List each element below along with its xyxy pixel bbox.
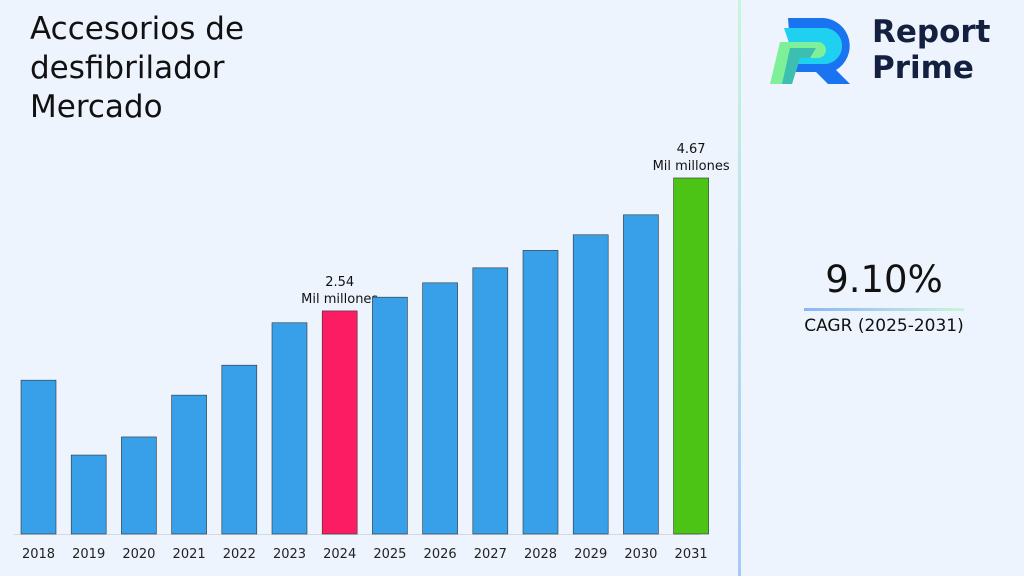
x-tick-label: 2021 xyxy=(173,547,206,562)
cagr-value: 9.10% xyxy=(825,258,943,301)
bar-2024 xyxy=(321,310,358,535)
x-tick-label: 2018 xyxy=(22,547,55,562)
bar-2031 xyxy=(673,177,709,535)
divider xyxy=(738,0,741,576)
bar-2021 xyxy=(171,394,207,535)
report-prime-logo-icon xyxy=(770,18,850,84)
brand-line1: Report xyxy=(872,14,991,50)
bar-2028 xyxy=(522,250,559,535)
chart-title: Accesorios de desfibrilador Mercado xyxy=(30,11,245,125)
x-tick-label: 2020 xyxy=(122,547,155,562)
x-tick-label: 2023 xyxy=(273,547,306,562)
brand-name: Report Prime xyxy=(872,14,991,86)
bar-2029 xyxy=(572,234,609,535)
cagr-underline xyxy=(804,308,964,311)
cagr-label: CAGR (2025-2031) xyxy=(804,316,964,336)
bar-chart: 2018 2019 2020 2021 2022 2023 2024 2.54 Mil mill… xyxy=(14,142,730,562)
x-tick-label: 2019 xyxy=(72,547,105,562)
x-tick-label: 2028 xyxy=(524,547,557,562)
bar-2022 xyxy=(221,364,258,535)
x-tick-label: 2031 xyxy=(675,547,708,562)
data-label-value: 2.54 xyxy=(325,275,354,290)
data-label-value: 4.67 xyxy=(677,142,706,157)
x-tick-label: 2022 xyxy=(223,547,256,562)
bar-2019 xyxy=(70,454,107,535)
bar-2026 xyxy=(422,282,458,535)
bar-2018 xyxy=(20,379,57,535)
bar-2025 xyxy=(372,296,408,535)
x-tick-label: 2026 xyxy=(424,547,457,562)
x-tick-label: 2025 xyxy=(373,547,406,562)
data-label-unit: Mil millones xyxy=(653,159,730,174)
bar-2030 xyxy=(623,214,659,535)
bar-2020 xyxy=(121,436,157,535)
x-tick-label: 2029 xyxy=(574,547,607,562)
x-tick-label: 2027 xyxy=(474,547,507,562)
bar-2027 xyxy=(472,267,509,535)
data-label-unit: Mil millones xyxy=(301,292,378,307)
x-tick-label: 2030 xyxy=(624,547,657,562)
bar-2023 xyxy=(271,322,308,535)
x-tick-label: 2024 xyxy=(323,547,356,562)
brand-line2: Prime xyxy=(872,50,974,86)
